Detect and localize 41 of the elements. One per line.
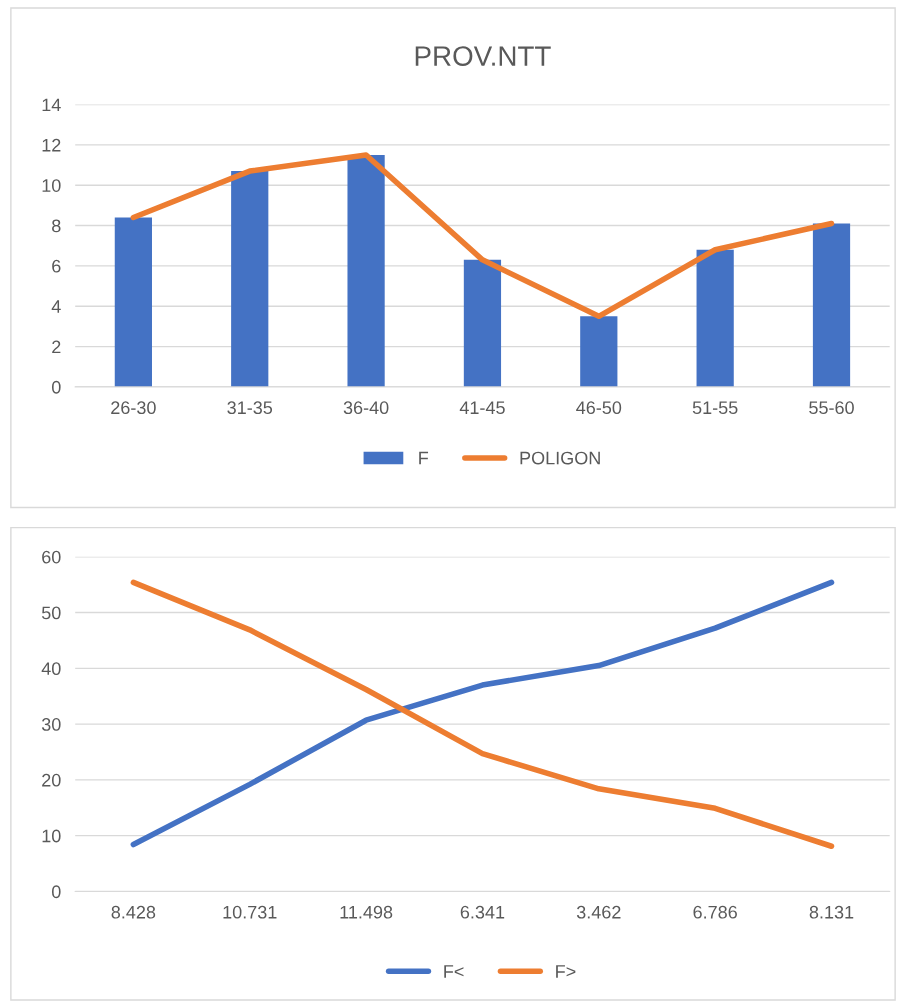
y-tick-label: 20: [42, 773, 61, 787]
legend-label: F: [419, 451, 429, 465]
x-tick-label: 36-40: [343, 401, 389, 415]
y-tick-label: 40: [41, 662, 61, 676]
y-tick-label: 4: [51, 300, 61, 313]
x-tick-label: 6.341: [460, 905, 505, 919]
y-tick-label: 8: [52, 219, 61, 233]
bar: [347, 154, 385, 387]
y-tick-label: 10: [42, 179, 61, 192]
y-tick-label: 50: [41, 606, 61, 620]
y-tick-label: 14: [42, 98, 61, 112]
bar: [696, 249, 734, 387]
x-tick-label: 31-35: [227, 401, 273, 415]
y-tick-label: 0: [51, 885, 61, 899]
x-tick-label: 26-30: [111, 401, 156, 415]
x-tick-label: 8.428: [111, 905, 156, 919]
y-tick-label: 10: [42, 829, 61, 843]
legend-label: F<: [444, 965, 464, 978]
y-tick-label: 12: [42, 138, 61, 152]
bar: [114, 217, 152, 387]
x-tick-label: 41-45: [459, 401, 505, 415]
y-tick-label: 2: [52, 340, 61, 354]
legend-label: F>: [556, 965, 576, 978]
x-tick-label: 11.498: [340, 905, 393, 919]
x-tick-label: 8.131: [809, 905, 854, 919]
y-tick-label: 60: [42, 550, 61, 564]
bar: [231, 171, 269, 387]
bar: [580, 316, 618, 387]
y-tick-label: 0: [51, 380, 61, 394]
legend-label: POLIGON: [520, 451, 600, 465]
x-tick-label: 51-55: [692, 401, 738, 415]
y-tick-label: 30: [41, 718, 61, 731]
x-tick-label: 3.462: [576, 905, 621, 919]
x-tick-label: 6.786: [693, 905, 737, 919]
x-tick-label: 46-50: [576, 401, 622, 415]
x-tick-label: 10.731: [223, 905, 277, 919]
y-tick-label: 6: [52, 259, 61, 273]
x-tick-label: 55-60: [809, 401, 854, 415]
bar: [812, 223, 851, 387]
bar: [463, 259, 502, 387]
chart-title: PROV.NTT: [415, 46, 551, 66]
